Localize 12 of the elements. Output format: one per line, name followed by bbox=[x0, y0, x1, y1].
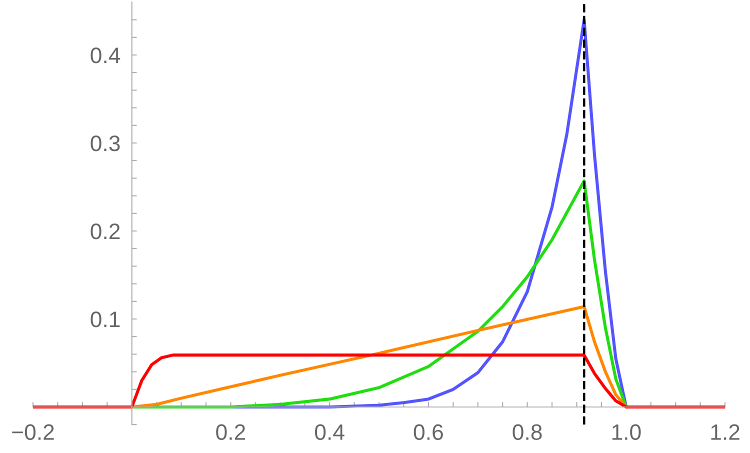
x-tick-label: 1.0 bbox=[612, 424, 641, 440]
line-series bbox=[33, 354, 726, 409]
x-tick-label: −0.2 bbox=[12, 424, 54, 440]
x-tick-label: 0.8 bbox=[512, 424, 542, 440]
x-tick-label: 0.2 bbox=[216, 424, 246, 440]
x-tick-label: 1.2 bbox=[711, 424, 740, 440]
y-tick-label: 0.1 bbox=[90, 312, 120, 328]
x-tick-label: 0.6 bbox=[414, 424, 443, 440]
y-tick-label: 0.3 bbox=[90, 136, 120, 152]
x-tick-label: 0.4 bbox=[315, 424, 344, 440]
y-tick-label: 0.2 bbox=[90, 224, 120, 240]
y-tick-label: 0.4 bbox=[90, 48, 120, 64]
